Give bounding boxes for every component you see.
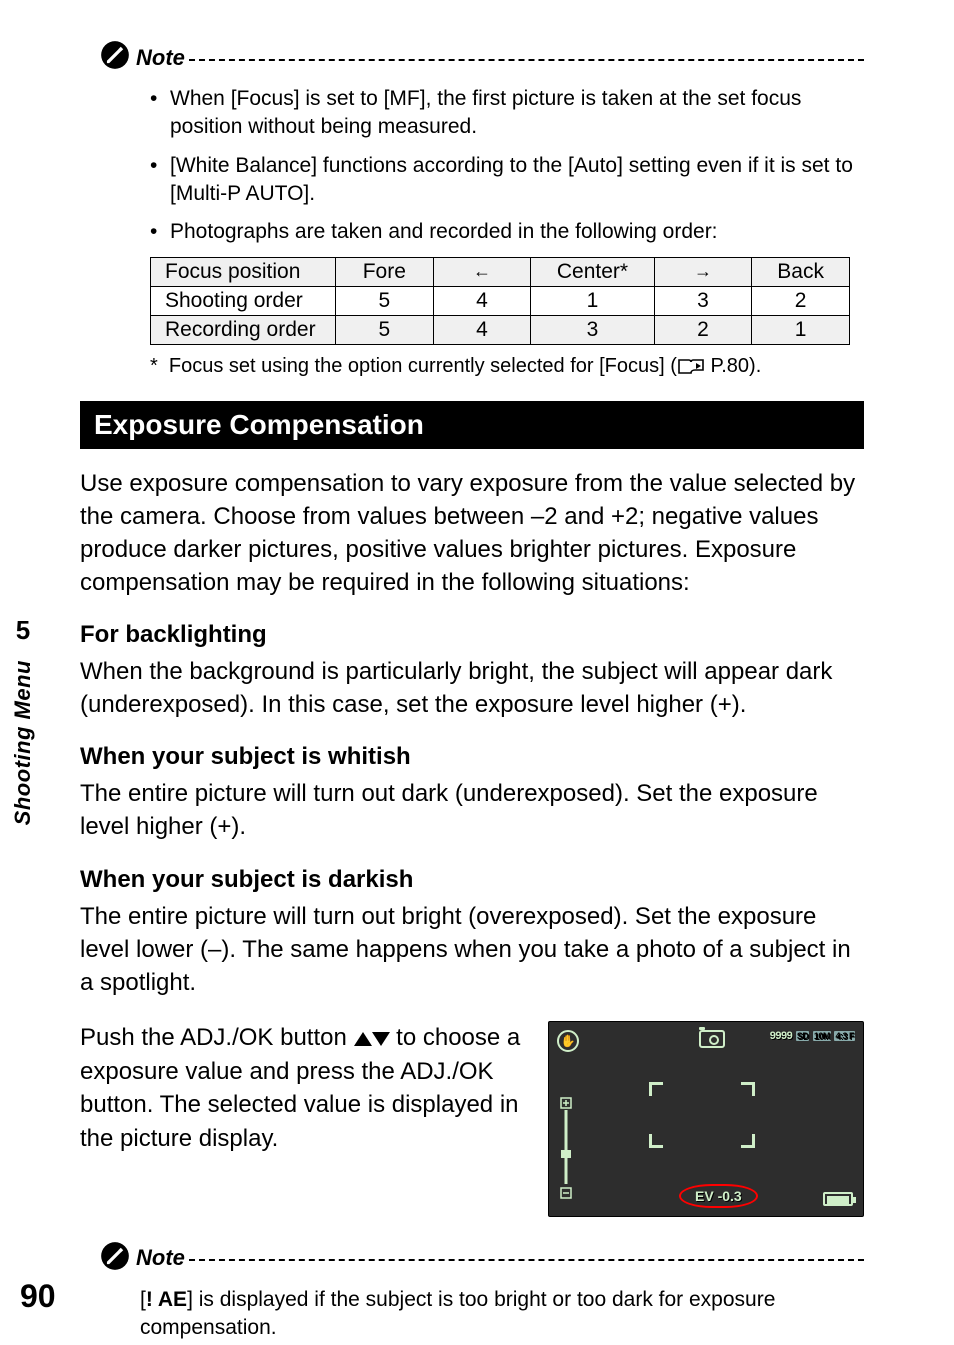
table-cell: 1 — [531, 286, 654, 315]
intro-paragraph: Use exposure compensation to vary exposu… — [80, 467, 864, 599]
note-label: Note — [136, 1245, 185, 1271]
table-header: → — [654, 257, 752, 286]
note2-text: [! AE] is displayed if the subject is to… — [140, 1286, 864, 1343]
note-bullet: When [Focus] is set to [MF], the first p… — [150, 85, 864, 142]
lcd-preview: ✋ 9999 SD 10M 4:3 F — [548, 1021, 864, 1217]
hand-mode-icon: ✋ — [557, 1030, 579, 1052]
up-triangle-icon — [354, 1032, 372, 1046]
lcd-sd: SD — [796, 1031, 810, 1041]
table-cell: 4 — [433, 286, 531, 315]
table-cell: 5 — [336, 286, 434, 315]
table-cell: 2 — [752, 286, 850, 315]
paragraph-darkish: The entire picture will turn out bright … — [80, 900, 864, 999]
pencil-note-icon — [100, 40, 130, 75]
subheading-whitish: When your subject is whitish — [80, 743, 864, 771]
focus-corner-icon — [649, 1082, 663, 1096]
section-heading: Exposure Compensation — [80, 401, 864, 449]
note2-suffix: ] is displayed if the subject is too bri… — [140, 1288, 775, 1339]
ae-warning-symbol: ! AE — [146, 1288, 187, 1311]
lcd-counter: 9999 — [770, 1030, 792, 1042]
lcd-ev-readout: EV -0.3 — [679, 1184, 758, 1208]
page-ref-icon — [677, 357, 705, 381]
table-header: Center* — [531, 257, 654, 286]
note-header: Note — [100, 1241, 864, 1276]
table-header: Back — [752, 257, 850, 286]
paragraph-whitish: The entire picture will turn out dark (u… — [80, 777, 864, 843]
note-header: Note — [100, 40, 864, 75]
chapter-number: 5 — [16, 615, 30, 646]
table-header: ← — [433, 257, 531, 286]
table-cell: 1 — [752, 315, 850, 344]
battery-icon — [823, 1192, 853, 1206]
camera-icon — [699, 1030, 725, 1048]
note-bullets: When [Focus] is set to [MF], the first p… — [150, 85, 864, 247]
table-header: Fore — [336, 257, 434, 286]
lcd-ratio: 4:3 F — [834, 1031, 855, 1041]
note-bullet: Photographs are taken and recorded in th… — [150, 218, 864, 246]
table-cell: 3 — [531, 315, 654, 344]
page-number: 90 — [20, 1278, 56, 1315]
down-triangle-icon — [372, 1032, 390, 1046]
lcd-ev-label: EV — [695, 1188, 714, 1204]
ev-slider-icon — [559, 1092, 573, 1192]
table-cell: 4 — [433, 315, 531, 344]
focus-corner-icon — [741, 1082, 755, 1096]
compose-paragraph: Push the ADJ./OK button to choose a expo… — [80, 1021, 530, 1155]
lcd-size: 10M — [813, 1031, 831, 1041]
compose-prefix: Push the ADJ./OK button — [80, 1024, 354, 1051]
note-label: Note — [136, 45, 185, 71]
focus-corner-icon — [649, 1134, 663, 1148]
lcd-ev-value: -0.3 — [718, 1188, 742, 1204]
table-cell: 3 — [654, 286, 752, 315]
note-block-2: Note [! AE] is displayed if the subject … — [80, 1241, 864, 1343]
subheading-darkish: When your subject is darkish — [80, 866, 864, 894]
side-tab: 5 Shooting Menu — [10, 615, 36, 825]
table-header: Focus position — [151, 257, 336, 286]
order-table: Focus position Fore ← Center* → Back Sho… — [150, 257, 850, 345]
note-divider — [189, 1259, 864, 1261]
table-cell: Shooting order — [151, 286, 336, 315]
pencil-note-icon — [100, 1241, 130, 1276]
note-block-1: Note When [Focus] is set to [MF], the fi… — [80, 40, 864, 381]
table-cell: 2 — [654, 315, 752, 344]
chapter-label: Shooting Menu — [10, 660, 36, 825]
table-cell: 5 — [336, 315, 434, 344]
table-cell: Recording order — [151, 315, 336, 344]
table-footnote: * Focus set using the option currently s… — [150, 355, 864, 381]
note-divider — [189, 59, 864, 61]
subheading-backlight: For backlighting — [80, 621, 864, 649]
focus-corner-icon — [741, 1134, 755, 1148]
paragraph-backlight: When the background is particularly brig… — [80, 655, 864, 721]
note-bullet: [White Balance] functions according to t… — [150, 152, 864, 209]
lcd-status-text: 9999 SD 10M 4:3 F — [770, 1030, 855, 1042]
